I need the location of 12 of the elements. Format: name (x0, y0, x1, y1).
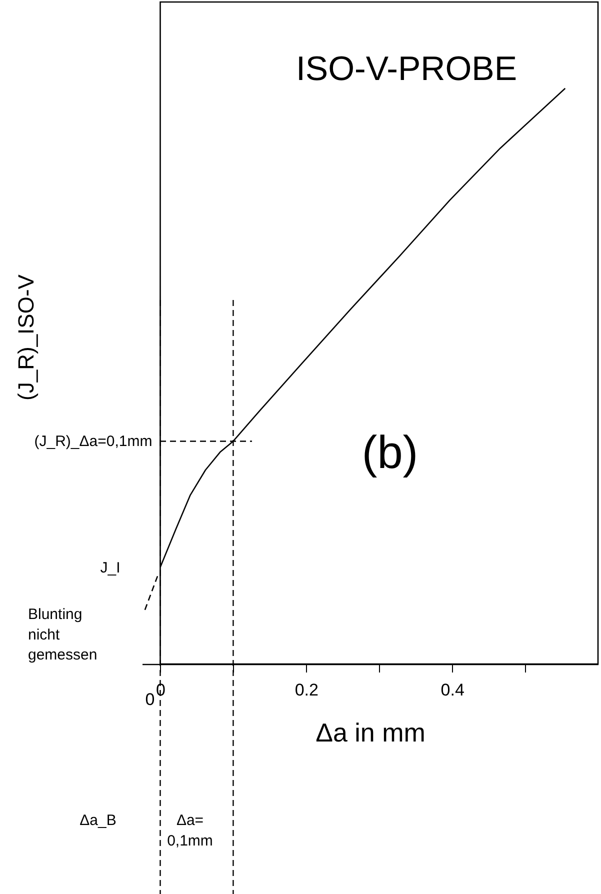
y-axis-title: (J_R)_ISO-V (14, 274, 38, 400)
x-tick-label: 0 (156, 680, 166, 700)
text: Δa= 0,1mm (167, 812, 213, 850)
text: Blunting nicht gemessen (28, 606, 98, 664)
annotation: J_I (100, 559, 120, 576)
annotation: (J_R)_Δa=0,1mm (34, 433, 152, 450)
chart-title: ISO-V-PROBE (296, 50, 518, 88)
x-tick-label: 0.4 (440, 680, 464, 700)
x-tick-label: 0.2 (294, 680, 318, 700)
annotation: (b) (362, 426, 418, 478)
x-axis-title: Δa in mm (316, 718, 426, 748)
text: Δa_B (80, 812, 116, 829)
